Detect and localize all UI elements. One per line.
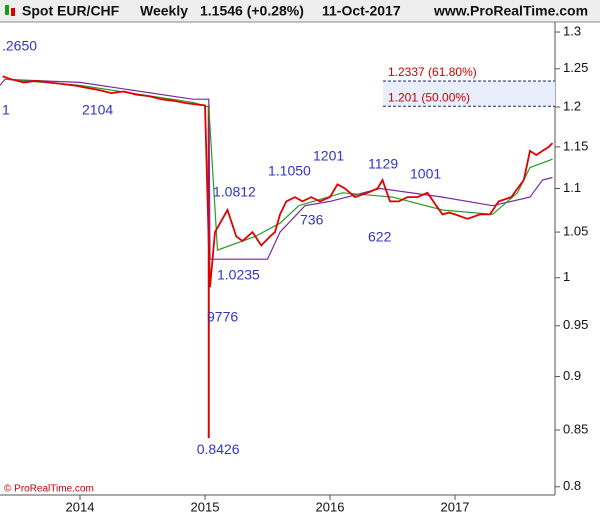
chart-title: Spot EUR/CHF — [22, 3, 120, 19]
x-tick-label: 2017 — [441, 499, 470, 514]
quote: 1.1546 (+0.28%) — [200, 3, 304, 19]
series-line — [0, 78, 553, 260]
source: www.ProRealTime.com — [433, 3, 588, 19]
y-tick-label: 0.8 — [563, 478, 581, 493]
swing-label: 1129 — [368, 156, 398, 172]
swing-label: 1.0812 — [213, 184, 256, 200]
fib-zone — [383, 81, 555, 107]
y-tick-label: 0.9 — [563, 368, 581, 383]
footer: © ProRealTime.com — [4, 484, 94, 495]
swing-label: 1.0235 — [217, 267, 260, 283]
y-tick-label: 1 — [563, 269, 570, 284]
y-tick-label: 1.25 — [563, 60, 588, 75]
y-tick-label: 0.85 — [563, 421, 588, 436]
y-tick-label: 1.1 — [563, 180, 581, 195]
swing-label: .2650 — [2, 38, 37, 54]
swing-label: 9776 — [207, 309, 238, 325]
header-bar — [0, 0, 600, 22]
y-tick-label: 1.05 — [563, 224, 588, 239]
y-tick-label: 1.2 — [563, 98, 581, 113]
series-line — [2, 75, 554, 288]
x-tick-label: 2016 — [316, 499, 345, 514]
y-tick-label: 1.15 — [563, 138, 588, 153]
fib-label: 1.201 (50.00%) — [388, 90, 470, 104]
swing-label: 622 — [368, 229, 392, 245]
swing-label: 1001 — [410, 166, 441, 182]
candle-icon — [5, 5, 9, 15]
swing-label: 1201 — [313, 148, 344, 164]
swing-label: 0.8426 — [197, 441, 240, 457]
x-tick-label: 2015 — [191, 499, 220, 514]
swing-label: 2104 — [82, 102, 113, 118]
fib-label: 1.2337 (61.80%) — [388, 65, 477, 79]
swing-label: 736 — [300, 212, 324, 228]
x-tick-label: 2014 — [66, 499, 95, 514]
swing-label: 1 — [2, 102, 10, 118]
date: 11-Oct-2017 — [322, 3, 401, 19]
y-tick-label: 1.3 — [563, 23, 581, 38]
period: Weekly — [140, 3, 188, 19]
swing-label: 1.1050 — [268, 163, 311, 179]
candle-icon — [11, 8, 15, 16]
y-tick-label: 0.95 — [563, 317, 588, 332]
